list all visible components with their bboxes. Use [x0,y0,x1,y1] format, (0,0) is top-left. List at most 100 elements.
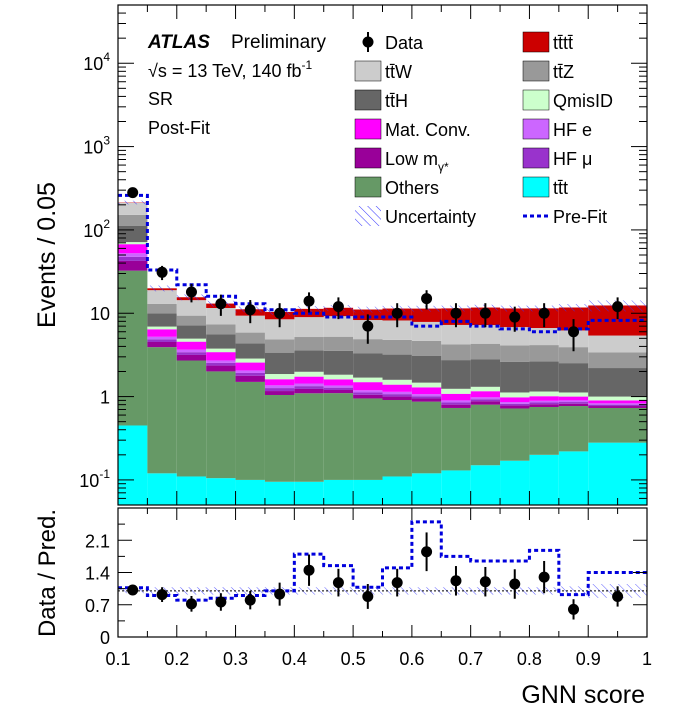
legend-swatch-ttz [522,60,550,82]
ratio-data-point [538,571,550,583]
ratio-prefit-line [118,520,647,602]
stack-bar-tth [353,353,383,378]
stack-bar-tth [411,355,442,383]
legend-label: Mat. Conv. [385,120,471,140]
stack-bar-others [147,347,177,474]
stack-bar-ttw [176,300,207,316]
stack-bar-mat--conv- [588,400,647,404]
stack-bar-tth [470,359,501,387]
ratio-data-point [156,589,168,601]
ratio-plot-panel: 0 0.7 1.4 2.1 0.1 0.2 0.3 0.4 0.5 0.6 0.7 0.8 0.9 1 [85,507,652,669]
stack-bar-qmisid [118,242,148,245]
stack-bar-qmisid [470,386,501,392]
legend-swatch-others [354,176,382,198]
stack-bar-ttz [147,303,177,314]
stack-bar-ttz [441,344,471,361]
preliminary-label: Preliminary [231,32,327,53]
stack-bar-ttz [264,339,295,353]
uncertainty-band [118,200,148,205]
stack-bar-hf-e [294,383,324,387]
stack-bar-ttw [206,307,236,325]
legend-swatch-mat--conv- [354,118,382,140]
stack-bar-tth [294,350,324,372]
stack-bar-mat--conv- [206,352,236,361]
stack-bar-ttw [294,317,324,338]
data-point [479,307,491,319]
ratio-prefit-layer [118,520,647,602]
stack-bar-mat--conv- [411,387,442,395]
stack-bar-ttw [441,324,471,345]
stack-bar-mat--conv- [264,379,295,386]
stack-bar-others [588,407,647,443]
stack-bar-hf-mu [588,404,647,407]
x-tick-label: 0.5 [341,649,366,669]
main-axis-layer: 10-1 1 10 102 103 104 [79,4,648,506]
stack-bar-hf-mu [264,388,295,392]
legend-swatch-hf-e [522,118,550,140]
stack-bar-ttw [118,202,148,215]
stack-bar-hf-e [588,403,647,405]
legend-label: HF e [553,120,592,140]
stack-bar-qmisid [353,377,383,383]
stack-bar-mat--conv- [529,396,559,401]
stack-bar-hf-mu [206,362,236,366]
stack-bar-ttt [353,479,383,505]
stack-bar-others [382,399,412,477]
stack-bar-ttz [470,343,501,360]
stack-bar-ttz [176,315,207,326]
stack-bar-others [235,381,265,480]
stack-bar-ttt [529,454,559,505]
stack-bar-mat--conv- [294,376,324,384]
stack-bar-ttw [500,327,530,346]
stack-bar-mat--conv- [323,379,354,386]
stack-bar-qmisid [411,382,442,388]
atlas-annotations: ATLAS Preliminary √s = 13 TeV, 140 fb-1 … [147,32,327,138]
legend-label: tt̄t [553,178,568,198]
ratio-data-point [185,598,197,610]
x-tick-label: 0.7 [458,649,483,669]
data-point [421,293,433,305]
stack-bar-ttt [588,442,647,505]
ratio-uncertainty-band [206,587,236,595]
legend-label: tt̄Z [553,62,574,82]
upper-y-tick-label: 104 [83,50,110,74]
stack-bar-qmisid [441,388,471,394]
stack-bar-low-m-gamma- [294,388,324,394]
stack-bar-hf-mu [529,402,559,405]
stack-bar-mat--conv- [176,341,207,350]
data-point [450,307,462,319]
fit-state-label: Post-Fit [148,118,210,138]
ratio-data-point [450,575,462,587]
stack-bar-qmisid [588,396,647,401]
upper-y-tick-label: 1 [100,388,110,408]
stack-bar-hf-mu [353,392,383,395]
stack-bar-hf-mu [470,399,501,402]
legend-label: tt̄tt̄ [553,33,573,53]
legend-swatch-hf-mu [522,147,550,169]
stack-bar-ttt [176,476,207,505]
stack-bar-hf-mu [382,394,412,397]
stack-bar-ttt [264,481,295,505]
stack-bar-ttz [118,214,148,226]
legend-label: QmisID [553,91,613,111]
stack-bar-ttt [558,451,589,505]
stack-bar-hf-e [235,370,265,373]
stack-bar-mat--conv- [470,391,501,398]
legend-label: tt̄H [385,91,408,111]
stack-bar-ttz [353,339,383,354]
energy-exponent: -1 [302,58,313,72]
stack-bar-ttz [294,337,324,351]
x-tick-label: 0.3 [223,649,248,669]
stack-bar-mat--conv- [558,396,589,401]
stack-bar-low-m-gamma- [500,405,530,409]
stack-bar-others [558,406,589,452]
stack-bar-qmisid [382,379,412,385]
legend-label: Pre-Fit [553,207,607,227]
stack-bar-ttz [588,352,647,369]
x-tick-label: 1 [642,649,652,669]
stack-bar-others [411,401,442,474]
stack-bar-ttw [529,328,559,346]
stack-bar-qmisid [235,358,265,363]
data-point [244,304,256,316]
